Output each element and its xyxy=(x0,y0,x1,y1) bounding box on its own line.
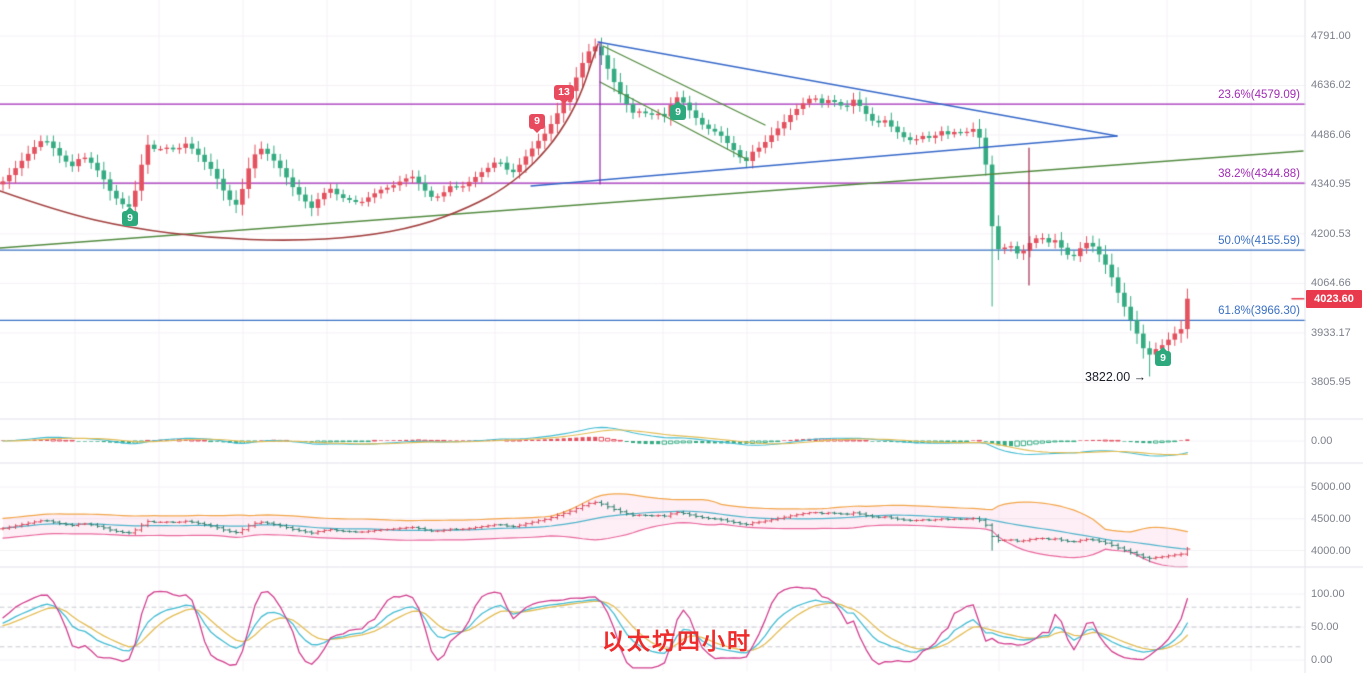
band-tick-label: 5000.00 xyxy=(1311,481,1351,493)
pointer-down-icon xyxy=(533,128,541,133)
fib-level-label[interactable]: 38.2%(4344.88) xyxy=(1218,168,1300,181)
td-badge-label: 9 xyxy=(534,115,540,127)
low-price-annotation[interactable]: 3822.00 → xyxy=(1085,370,1147,384)
td-sequential-badge[interactable]: 9 xyxy=(1155,346,1171,366)
price-tick-label: 4486.06 xyxy=(1311,128,1351,141)
td-sequential-badge[interactable]: 9 xyxy=(670,100,686,120)
stoch-tick-label: 0.00 xyxy=(1311,654,1333,666)
td-badge-label: 9 xyxy=(1160,352,1166,364)
stoch-tick-label: 50.00 xyxy=(1311,621,1339,633)
td-badge-label: 9 xyxy=(127,212,133,224)
price-tick-label: 4340.95 xyxy=(1311,178,1351,191)
fib-level-label[interactable]: 61.8%(3966.30) xyxy=(1218,305,1300,318)
band-tick-label: 4500.00 xyxy=(1311,512,1351,525)
fib-level-label[interactable]: 50.0%(4155.59) xyxy=(1218,235,1300,248)
pointer-down-icon xyxy=(560,99,568,104)
price-tick-label: 4064.66 xyxy=(1311,277,1351,290)
td-sequential-badge[interactable]: 9 xyxy=(529,113,545,133)
price-tick-label: 3933.17 xyxy=(1311,326,1351,339)
td-sequential-badge[interactable]: 9 xyxy=(122,206,138,226)
macd-tick-label: 0.00 xyxy=(1311,435,1333,447)
td-badge-label: 13 xyxy=(558,86,570,98)
td-badge-label: 9 xyxy=(675,106,681,118)
price-tick-label: 4636.02 xyxy=(1311,79,1351,92)
pointer-up-icon xyxy=(126,206,134,211)
fib-level-label[interactable]: 23.6%(4579.09) xyxy=(1218,89,1300,102)
price-tick-label: 4200.53 xyxy=(1311,227,1351,240)
current-price-badge: 4023.60 xyxy=(1306,289,1362,308)
price-tick-label: 3805.95 xyxy=(1311,376,1351,389)
price-tick-label: 4791.00 xyxy=(1311,30,1351,42)
band-tick-label: 4000.00 xyxy=(1311,544,1351,557)
td-sequential-badge[interactable]: 13 xyxy=(554,84,574,104)
pointer-up-icon xyxy=(1159,346,1167,351)
pointer-up-icon xyxy=(674,100,682,105)
watermark-title: 以太坊四小时 xyxy=(602,628,752,654)
stoch-tick-label: 100.00 xyxy=(1311,588,1345,600)
